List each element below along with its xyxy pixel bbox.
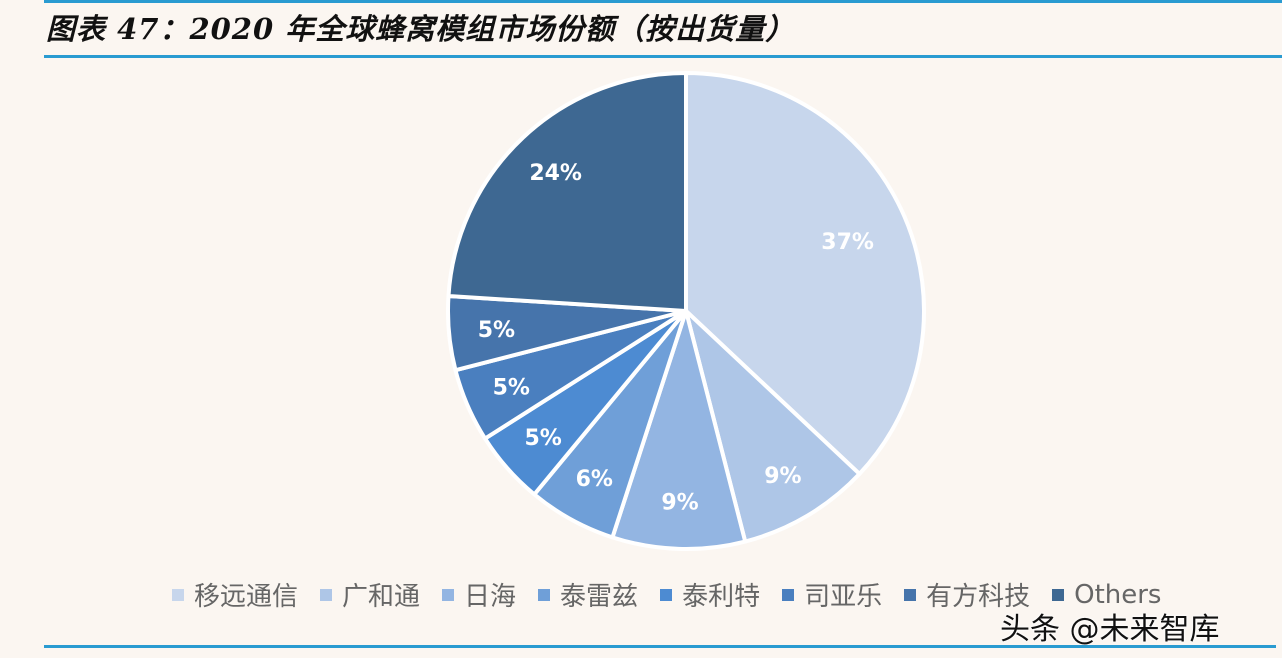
- pie-slice-2: [610, 309, 748, 551]
- slice-label: 5%: [478, 318, 515, 343]
- legend-swatch-icon: [442, 588, 455, 601]
- chart-title: 图表 47：2020 年全球蜂窝模组市场份额（按出货量）: [46, 12, 796, 46]
- slice-label: 24%: [529, 161, 582, 186]
- legend-label: Others: [1074, 579, 1162, 610]
- slice-label: 6%: [576, 467, 613, 492]
- legend-item: 日海: [442, 576, 516, 613]
- legend-item: Others: [1052, 580, 1161, 610]
- slice-label: 5%: [493, 376, 530, 401]
- legend-swatch-icon: [538, 588, 551, 601]
- legend-item: 移远通信: [172, 576, 298, 613]
- pie-slice-0: [684, 71, 926, 476]
- legend-swatch-icon: [660, 588, 673, 601]
- bottom-rule: [44, 645, 1276, 648]
- legend-swatch-icon: [1052, 588, 1065, 601]
- legend-swatch-icon: [782, 588, 795, 601]
- legend-label: 移远通信: [194, 582, 299, 612]
- chart-legend: 移远通信 广和通 日海 泰雷兹 泰利特 司亚乐 有方科技 Others: [172, 576, 1183, 613]
- legend-item: 司亚乐: [782, 576, 882, 613]
- legend-label: 有方科技: [926, 582, 1031, 612]
- legend-item: 广和通: [320, 576, 420, 613]
- slice-label: 5%: [524, 426, 561, 451]
- slice-label: 9%: [764, 464, 801, 489]
- watermark: 头条 @未来智库: [1000, 612, 1220, 647]
- legend-label: 日海: [464, 582, 517, 612]
- slice-label: 9%: [661, 490, 698, 515]
- pie-slice-1: [684, 309, 862, 544]
- title-rule: [44, 55, 1282, 58]
- pie-slice-7: [446, 71, 688, 313]
- slice-label: 37%: [821, 230, 874, 255]
- legend-item: 有方科技: [904, 576, 1030, 613]
- legend-item: 泰利特: [660, 576, 760, 613]
- legend-item: 泰雷兹: [538, 576, 638, 613]
- legend-swatch-icon: [320, 588, 333, 601]
- legend-label: 司亚乐: [804, 582, 883, 612]
- top-rule: [44, 0, 1282, 3]
- legend-label: 泰雷兹: [560, 582, 639, 612]
- legend-label: 泰利特: [682, 582, 761, 612]
- legend-label: 广和通: [342, 582, 421, 612]
- legend-swatch-icon: [904, 588, 917, 601]
- legend-swatch-icon: [172, 588, 184, 601]
